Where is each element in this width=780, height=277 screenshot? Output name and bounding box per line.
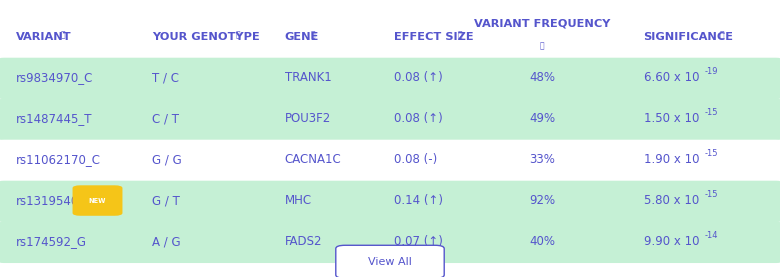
Text: 0.14 (↑): 0.14 (↑): [394, 194, 443, 207]
Text: 40%: 40%: [529, 235, 555, 248]
Text: 0.08 (↑): 0.08 (↑): [394, 112, 443, 125]
FancyBboxPatch shape: [0, 99, 780, 140]
Text: -19: -19: [704, 67, 718, 76]
Text: 92%: 92%: [529, 194, 555, 207]
Text: YOUR GENOTYPE: YOUR GENOTYPE: [152, 32, 260, 42]
Text: 1.90 x 10: 1.90 x 10: [644, 153, 699, 166]
Text: -14: -14: [704, 231, 718, 240]
Text: rs11062170_C: rs11062170_C: [16, 153, 101, 166]
Text: T / C: T / C: [152, 71, 179, 84]
Text: rs174592_G: rs174592_G: [16, 235, 87, 248]
Text: 0.08 (-): 0.08 (-): [394, 153, 437, 166]
Text: 0.07 (↑): 0.07 (↑): [394, 235, 443, 248]
FancyBboxPatch shape: [0, 222, 780, 263]
Text: 5.80 x 10: 5.80 x 10: [644, 194, 699, 207]
Text: rs9834970_C: rs9834970_C: [16, 71, 93, 84]
Text: ⓘ: ⓘ: [310, 30, 315, 39]
Text: 49%: 49%: [529, 112, 555, 125]
Text: 0.08 (↑): 0.08 (↑): [394, 71, 443, 84]
Text: G / G: G / G: [152, 153, 182, 166]
Text: MHC: MHC: [285, 194, 312, 207]
FancyBboxPatch shape: [0, 140, 780, 181]
Text: View All: View All: [368, 257, 412, 267]
Text: SIGNIFICANCE: SIGNIFICANCE: [644, 32, 733, 42]
Text: C / T: C / T: [152, 112, 179, 125]
Text: CACNA1C: CACNA1C: [285, 153, 342, 166]
Text: 33%: 33%: [529, 153, 555, 166]
Text: -15: -15: [704, 190, 718, 199]
Text: -15: -15: [704, 149, 718, 158]
Text: ⓘ: ⓘ: [458, 30, 463, 39]
FancyBboxPatch shape: [336, 245, 445, 277]
Text: 1.50 x 10: 1.50 x 10: [644, 112, 699, 125]
FancyBboxPatch shape: [73, 185, 122, 216]
Text: VARIANT: VARIANT: [16, 32, 71, 42]
Text: 9.90 x 10: 9.90 x 10: [644, 235, 699, 248]
Text: 48%: 48%: [529, 71, 555, 84]
Text: VARIANT FREQUENCY: VARIANT FREQUENCY: [474, 19, 610, 29]
Text: ⓘ: ⓘ: [61, 30, 66, 39]
Text: 6.60 x 10: 6.60 x 10: [644, 71, 699, 84]
Text: -15: -15: [704, 108, 718, 117]
Text: TRANK1: TRANK1: [285, 71, 332, 84]
Text: ⓘ: ⓘ: [720, 30, 725, 39]
Text: NEW: NEW: [89, 198, 106, 204]
Text: POU3F2: POU3F2: [285, 112, 331, 125]
Text: ⓘ: ⓘ: [236, 30, 240, 39]
Text: GENE: GENE: [285, 32, 319, 42]
Text: EFFECT SIZE: EFFECT SIZE: [394, 32, 473, 42]
Text: ⓘ: ⓘ: [540, 41, 544, 50]
Text: rs13195402_G: rs13195402_G: [16, 194, 101, 207]
Text: G / T: G / T: [152, 194, 180, 207]
FancyBboxPatch shape: [0, 58, 780, 99]
Text: FADS2: FADS2: [285, 235, 322, 248]
Text: A / G: A / G: [152, 235, 181, 248]
FancyBboxPatch shape: [0, 181, 780, 222]
Text: rs1487445_T: rs1487445_T: [16, 112, 92, 125]
